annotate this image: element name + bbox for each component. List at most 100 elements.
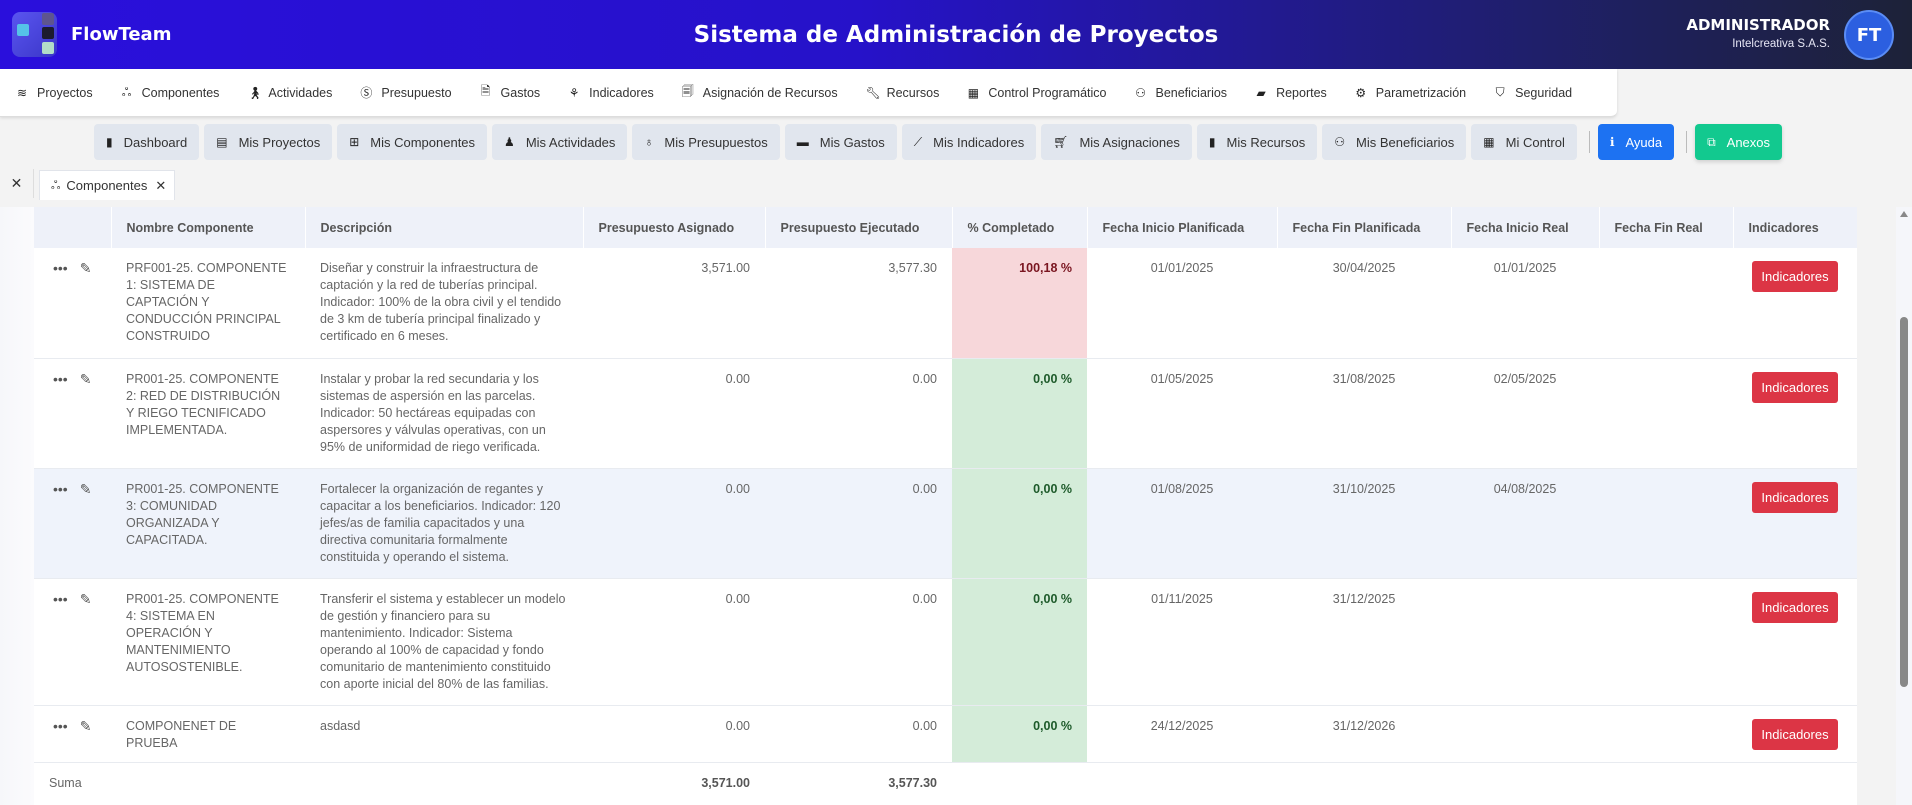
mis-componentes-button[interactable]: ⊞ Mis Componentes <box>337 124 488 160</box>
gears-icon: ⚙ <box>1355 85 1367 100</box>
more-options-icon[interactable]: ••• <box>53 717 68 734</box>
col-completado[interactable]: % Completado <box>952 207 1088 248</box>
sitemap-icon: ⚘ <box>568 85 580 100</box>
table-row[interactable]: ••• ✎ PR001-25. COMPONENTE 2: RED DE DIST… <box>34 358 1857 469</box>
main-menu-gastos[interactable]: 🗎 Gastos <box>480 82 540 103</box>
more-options-icon[interactable]: ••• <box>53 590 68 607</box>
main-menu-control-programatico[interactable]: ▦ Control Programático <box>967 85 1107 100</box>
table-row[interactable]: ••• ✎ PRF001-25. COMPONENTE 1: SISTEMA DE… <box>34 248 1857 359</box>
table-row[interactable]: ••• ✎ COMPONENET DE PRUEBA asdasd 0.00 0.… <box>34 705 1857 763</box>
main-menu-presupuesto[interactable]: Ⓢ Presupuesto <box>360 85 452 101</box>
scrollbar-thumb[interactable] <box>1900 317 1908 687</box>
edit-icon[interactable]: ✎ <box>79 590 92 607</box>
col-actions <box>34 207 112 248</box>
end-real <box>1599 248 1733 359</box>
edit-icon[interactable]: ✎ <box>79 480 92 497</box>
money-card-icon: ▬ <box>796 135 809 149</box>
calendar-icon: ▦ <box>967 85 980 100</box>
bookmark-icon: ▮ <box>1208 135 1216 149</box>
mis-gastos-button[interactable]: ▬ Mis Gastos <box>784 124 897 160</box>
col-indicadores[interactable]: Indicadores <box>1733 207 1857 248</box>
more-options-icon[interactable]: ••• <box>53 480 68 497</box>
user-organization: Intelcreativa S.A.S. <box>1732 38 1830 50</box>
end-planned: 30/04/2025 <box>1277 248 1451 359</box>
more-options-icon[interactable]: ••• <box>53 260 68 276</box>
main-menu-proyectos[interactable]: ≋ Proyectos <box>16 85 93 100</box>
end-real <box>1599 578 1733 706</box>
more-options-icon[interactable]: ••• <box>53 370 68 387</box>
mis-recursos-button[interactable]: ▮ Mis Recursos <box>1196 124 1318 160</box>
indicadores-button[interactable]: Indicadores <box>1752 261 1838 292</box>
divider <box>1588 131 1590 153</box>
edit-icon[interactable]: ✎ <box>79 370 92 387</box>
indicadores-button[interactable]: Indicadores <box>1752 718 1838 750</box>
percent-completed: 0,00 % <box>952 358 1087 469</box>
avatar[interactable]: FT <box>1844 10 1894 60</box>
app-header: FlowTeam Sistema de Administración de Pr… <box>0 0 1912 69</box>
copy-icon: ⧉ <box>1707 134 1716 149</box>
main-menu-componentes[interactable]: ஃ Componentes <box>121 84 220 100</box>
edit-icon[interactable]: ✎ <box>79 717 92 734</box>
indicadores-button[interactable]: Indicadores <box>1752 371 1838 403</box>
col-fecha-fin-real[interactable]: Fecha Fin Real <box>1599 207 1734 248</box>
mis-asignaciones-button[interactable]: 🛒︎ Mis Asignaciones <box>1041 124 1192 160</box>
indicadores-button[interactable]: Indicadores <box>1752 481 1838 513</box>
budget-assigned: 3,571.00 <box>583 248 765 359</box>
bar-chart-icon: ▮ <box>106 135 113 149</box>
percent-completed: 0,00 % <box>952 705 1087 763</box>
close-all-tabs-icon[interactable]: ✕ <box>0 169 34 198</box>
tab-componentes[interactable]: ஃ Componentes ✕ <box>39 170 176 200</box>
percent-completed: 100,18 % <box>952 248 1087 359</box>
user-role: ADMINISTRADOR <box>1686 16 1830 34</box>
mi-control-button[interactable]: ▦ Mi Control <box>1471 124 1577 160</box>
main-menu-asignacion-recursos[interactable]: 🗐 Asignación de Recursos <box>682 82 838 103</box>
summary-budget-executed: 3,577.30 <box>888 775 937 790</box>
col-nombre[interactable]: Nombre Componente <box>111 207 306 248</box>
budget-executed: 3,577.30 <box>765 248 952 359</box>
close-tab-icon[interactable]: ✕ <box>155 177 167 193</box>
main-menu-seguridad[interactable]: ⛉ Seguridad <box>1495 85 1573 100</box>
col-fecha-inicio-planificada[interactable]: Fecha Inicio Planificada <box>1087 207 1278 248</box>
summary-budget-assigned: 3,571.00 <box>701 775 750 790</box>
col-descripcion[interactable]: Descripción <box>305 207 584 248</box>
component-description: Fortalecer la organización de regantes y… <box>305 468 583 579</box>
components-table: Nombre Componente Descripción Presupuest… <box>34 207 1857 804</box>
scroll-up-icon[interactable] <box>1900 211 1908 217</box>
mis-indicadores-button[interactable]: ⟋ Mis Indicadores <box>901 124 1037 160</box>
component-name: COMPONENET DE PRUEBA <box>111 705 305 763</box>
mis-beneficiarios-button[interactable]: ⚇ Mis Beneficiarios <box>1322 124 1467 160</box>
start-real <box>1451 705 1599 763</box>
end-planned: 31/12/2025 <box>1277 578 1451 706</box>
component-description: Instalar y probar la red secundaria y lo… <box>305 358 583 469</box>
main-menu-parametrizacion[interactable]: ⚙ Parametrización <box>1355 85 1467 100</box>
main-menu-recursos[interactable]: 🔧︎ Recursos <box>865 85 940 100</box>
main-menu-indicadores[interactable]: ⚘ Indicadores <box>568 85 654 100</box>
vertical-scrollbar[interactable] <box>1896 207 1912 805</box>
main-menu-actividades[interactable]: 🚶︎ Actividades <box>247 85 333 100</box>
annex-button[interactable]: ⧉ Anexos <box>1695 124 1783 160</box>
flowteam-logo-icon[interactable] <box>12 12 57 57</box>
col-presupuesto-ejecutado[interactable]: Presupuesto Ejecutado <box>765 207 953 248</box>
col-fecha-fin-planificada[interactable]: Fecha Fin Planificada <box>1277 207 1452 248</box>
indicadores-button[interactable]: Indicadores <box>1752 591 1838 623</box>
mis-presupuestos-button[interactable]: ♁ Mis Presupuestos <box>632 124 780 160</box>
start-real: 04/08/2025 <box>1451 468 1599 579</box>
edit-icon[interactable]: ✎ <box>79 260 92 276</box>
help-button[interactable]: ℹ Ayuda <box>1597 124 1675 160</box>
start-real <box>1451 578 1599 706</box>
start-real: 02/05/2025 <box>1451 358 1599 469</box>
main-menu-beneficiarios[interactable]: ⚇ Beneficiarios <box>1135 85 1228 100</box>
col-presupuesto-asignado[interactable]: Presupuesto Asignado <box>583 207 766 248</box>
col-fecha-inicio-real[interactable]: Fecha Inicio Real <box>1451 207 1600 248</box>
main-menu-reportes[interactable]: ▰ Reportes <box>1256 85 1327 100</box>
component-name: PRF001-25. COMPONENTE 1: SISTEMA DE CAPT… <box>111 248 305 359</box>
dashboard-button[interactable]: ▮ Dashboard <box>94 124 200 160</box>
start-planned: 01/01/2025 <box>1087 248 1277 359</box>
mis-actividades-button[interactable]: ♟ Mis Actividades <box>492 124 628 160</box>
table-row[interactable]: ••• ✎ PR001-25. COMPONENTE 3: COMUNIDAD O… <box>34 468 1857 579</box>
end-planned: 31/08/2025 <box>1277 358 1451 469</box>
mis-proyectos-button[interactable]: ▤ Mis Proyectos <box>204 124 333 160</box>
user-info[interactable]: ADMINISTRADOR Intelcreativa S.A.S. <box>1686 16 1830 50</box>
table-row[interactable]: ••• ✎ PR001-25. COMPONENTE 4: SISTEMA EN … <box>34 578 1857 706</box>
page-title: Sistema de Administración de Proyectos <box>693 21 1219 48</box>
